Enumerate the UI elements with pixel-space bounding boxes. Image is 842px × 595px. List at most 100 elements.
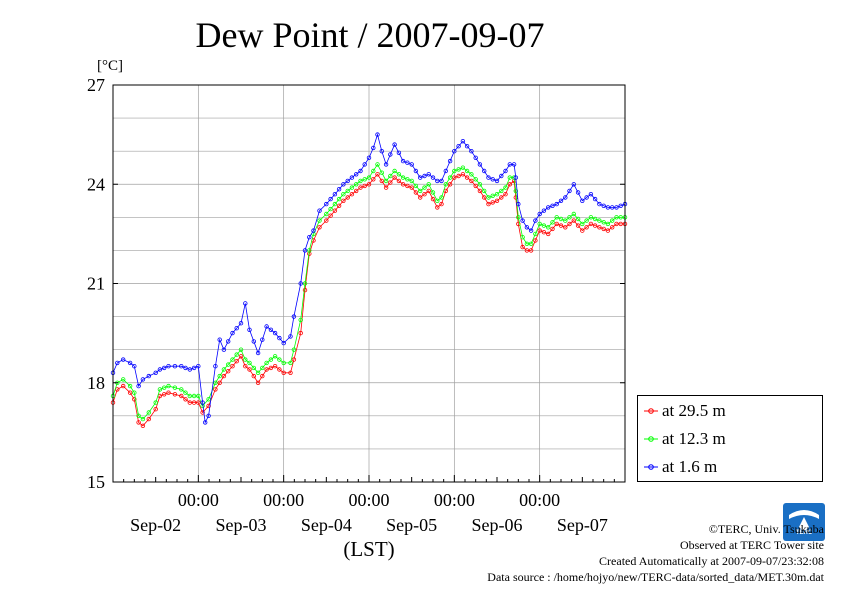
data-point	[528, 248, 534, 253]
data-point	[375, 172, 380, 177]
data-point	[317, 218, 322, 223]
data-point	[541, 223, 547, 228]
data-point	[499, 173, 504, 179]
data-point	[490, 177, 495, 182]
y-axis-unit-label: [°C]	[97, 58, 123, 74]
data-point	[503, 168, 508, 174]
data-point	[345, 195, 350, 200]
data-point	[533, 218, 538, 223]
data-point	[161, 385, 167, 390]
data-point	[264, 367, 269, 372]
data-point	[486, 195, 491, 200]
data-point	[196, 400, 201, 405]
data-point	[460, 172, 466, 177]
logo-text: TERC	[795, 530, 813, 536]
series-line	[112, 133, 626, 424]
data-point	[452, 175, 457, 180]
data-point	[524, 248, 530, 253]
data-point	[575, 223, 581, 228]
data-point	[213, 387, 218, 392]
data-point	[255, 380, 261, 385]
data-point	[200, 400, 205, 405]
data-point	[546, 225, 551, 230]
data-point	[503, 185, 508, 190]
x-time-label: 00:00	[434, 490, 475, 510]
data-point	[435, 198, 440, 203]
data-point	[605, 205, 611, 210]
data-point	[288, 360, 293, 366]
data-point	[520, 244, 525, 250]
data-point	[166, 383, 171, 389]
data-point	[567, 188, 572, 194]
data-point	[580, 198, 585, 203]
data-point	[336, 196, 342, 202]
data-point	[601, 203, 606, 208]
data-point	[396, 172, 402, 177]
data-point	[251, 373, 256, 379]
data-point	[422, 185, 427, 190]
data-point	[234, 326, 239, 331]
data-point	[388, 152, 393, 157]
data-point	[345, 178, 350, 184]
data-point	[422, 191, 427, 197]
data-point	[153, 370, 158, 375]
data-point	[328, 213, 333, 218]
data-point	[191, 393, 197, 399]
data-point	[439, 178, 444, 184]
data-point	[200, 410, 205, 415]
data-point	[196, 393, 201, 399]
data-point	[405, 183, 410, 189]
y-tick-label: 15	[87, 472, 105, 492]
data-point	[528, 241, 534, 246]
data-point	[392, 142, 397, 147]
data-point	[172, 392, 178, 397]
data-point	[443, 168, 448, 174]
data-point	[400, 182, 406, 187]
data-point	[618, 221, 623, 227]
data-point	[541, 229, 547, 235]
data-point	[447, 158, 453, 164]
data-point	[336, 186, 342, 192]
data-point	[225, 339, 231, 344]
data-point	[136, 383, 141, 389]
data-point	[307, 248, 312, 253]
data-point	[494, 198, 500, 203]
data-point	[554, 201, 559, 207]
data-point	[490, 200, 495, 205]
data-point	[146, 416, 151, 422]
data-point	[328, 206, 333, 212]
data-point	[516, 215, 521, 220]
data-point	[379, 170, 384, 175]
data-point	[217, 380, 222, 385]
data-point	[563, 225, 568, 230]
data-point	[524, 241, 530, 246]
data-point	[187, 393, 192, 399]
data-point	[132, 364, 137, 369]
data-point	[537, 228, 542, 233]
data-point	[140, 423, 146, 428]
data-point	[601, 226, 606, 232]
data-point	[225, 369, 231, 374]
data-point	[558, 223, 564, 228]
data-point	[157, 387, 163, 392]
data-point	[486, 201, 491, 207]
data-point	[225, 362, 231, 367]
data-point	[332, 191, 338, 197]
data-point	[115, 360, 120, 366]
data-point	[298, 281, 303, 286]
data-point	[268, 357, 274, 362]
data-point	[494, 191, 500, 197]
data-point	[379, 148, 384, 154]
data-point	[221, 367, 227, 372]
data-point	[213, 380, 218, 385]
data-point	[618, 215, 623, 220]
data-point	[217, 373, 222, 379]
source-text: Data source : /home/hojyo/new/TERC-data/…	[487, 570, 824, 584]
data-point	[605, 228, 611, 233]
data-point	[460, 138, 466, 144]
terc-logo-icon	[783, 503, 825, 541]
data-point	[426, 188, 431, 194]
data-point	[234, 352, 239, 357]
data-point	[206, 397, 211, 402]
x-time-label: 00:00	[519, 490, 560, 510]
